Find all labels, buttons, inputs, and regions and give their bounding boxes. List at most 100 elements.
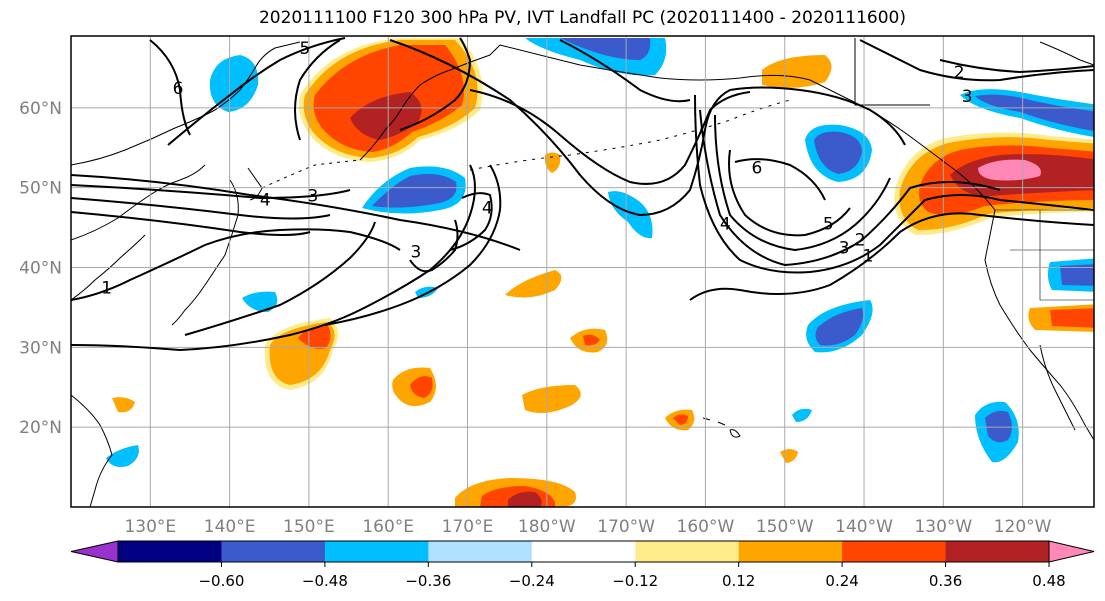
pv-contour-label: 3 [307,187,318,207]
ivt-negative-region [1060,264,1094,286]
ivt-positive-region [978,159,1041,181]
pv-contour-line [409,219,459,273]
ivt-negative-region [985,410,1012,443]
lon-tick-label: 160°E [362,517,414,537]
pv-contour-label: 4 [720,215,731,235]
pv-contour-label: 2 [855,231,866,251]
pv-contour-label: 6 [752,159,763,179]
ivt-positive-region [112,397,135,413]
pv-contour-line [167,37,346,146]
lon-tick-label: 170°E [442,517,494,537]
pv-contour-label: 4 [482,199,493,219]
pv-contour-line [939,59,1094,74]
colorbar-segment [842,541,947,562]
lon-tick-label: 140°E [204,517,256,537]
us-state-borders [995,209,1094,301]
colorbar-frame [117,540,1050,563]
colorbar-segment [531,541,636,562]
ivt-positive-region [583,334,600,346]
ivt-negative-region [106,445,139,467]
pv-contour-label: 3 [411,243,422,263]
colorbar-tick-label: 0.24 [825,572,858,590]
pv-contour-label: 2 [954,63,965,83]
lat-tick-label: 50°N [19,179,62,199]
lat-tick-label: 30°N [19,338,62,358]
ivt-negative-region [242,291,278,312]
lat-tick-label: 60°N [19,99,62,119]
colorbar-segment [635,541,740,562]
coastline-asia [71,234,146,301]
colorbar-tick-label: −0.12 [612,572,658,590]
colorbar-segment [324,541,429,562]
ivt-positive-region [410,376,433,398]
colorbar-tick-label: 0.36 [929,572,962,590]
colorbar-segment [738,541,843,562]
ivt-positive-region [762,55,832,88]
pv-contour-line [389,39,906,217]
pv-contour-line [71,184,351,200]
baja-coast [1039,344,1076,431]
pv-contour-label: 4 [260,191,271,211]
ivt-negative-region [608,191,653,239]
colorbar-segment [945,541,1050,562]
lon-tick-label: 160°W [677,517,735,537]
ivt-negative-region [814,131,862,174]
pv-contour-label: 6 [173,79,184,99]
longitude-tick-labels: 130°E 140°E 150°E 160°E 170°E 180°W 170°W 160°W… [124,517,1051,537]
ivt-positive-region [505,270,562,298]
ivt-positive-region [544,152,561,173]
pv-contour-label: 1 [101,278,112,298]
ivt-negative-region [372,174,457,208]
ivt-negative-region [560,38,651,60]
pv-contours [71,37,1094,352]
pv-contour-line [184,221,376,336]
lat-tick-label: 40°N [19,259,62,279]
lat-tick-label: 20°N [19,418,62,438]
lon-tick-label: 130°E [124,517,176,537]
na-west-coast [984,209,1094,441]
coastline-asia [71,394,113,507]
pv-contour-line [694,94,1094,274]
lon-tick-label: 170°W [597,517,655,537]
pv-contour-line [469,89,751,185]
pv-contour-line [71,174,521,251]
latitude-tick-labels: 20°N 30°N 40°N 50°N 60°N [19,99,62,438]
pv-contour-line [294,39,341,141]
ivt-positive-region [522,385,581,414]
ivt-negative-region [209,55,259,112]
ivt-positive-region [508,491,542,507]
pv-contour-line [699,109,1001,267]
coastlines [71,38,1094,507]
coastline-asia [71,41,301,166]
pv-contour-label: 1 [863,247,874,267]
arctic-coast [854,38,1094,106]
pv-contour-line [71,164,476,352]
pv-contour-line [71,228,401,301]
colorbar-extend-low [70,540,119,563]
pv-contour-label: 5 [300,39,311,59]
lon-tick-label: 140°W [835,517,893,537]
ivt-negative-region [792,408,812,422]
ivt-positive-region [1050,308,1094,328]
map-frame [70,35,1095,508]
pv-contour-line [728,149,851,237]
pv-contour-label: 3 [962,87,973,107]
hawaii-islands [702,417,741,438]
kuril-islands [261,159,361,189]
alaska-coast [499,44,996,211]
lon-tick-label: 120°W [994,517,1052,537]
colorbar-segment [428,541,533,562]
pv-contour-line [449,192,493,251]
pv-contour-line [399,37,472,131]
pv-contour-label: 5 [823,215,834,235]
colorbar-tick-label: 0.12 [722,572,755,590]
pv-contour-line [689,212,1094,301]
ivt-positive-region [673,414,688,425]
pv-contour-line [71,211,311,236]
colorbar: −0.60 −0.48 −0.36 −0.24 −0.12 0.12 0.24 0.36 0.4… [70,540,1095,590]
colorbar-segment [221,541,326,562]
colorbar-tick-label: −0.24 [509,572,555,590]
colorbar-tick-label: −0.36 [405,572,451,590]
